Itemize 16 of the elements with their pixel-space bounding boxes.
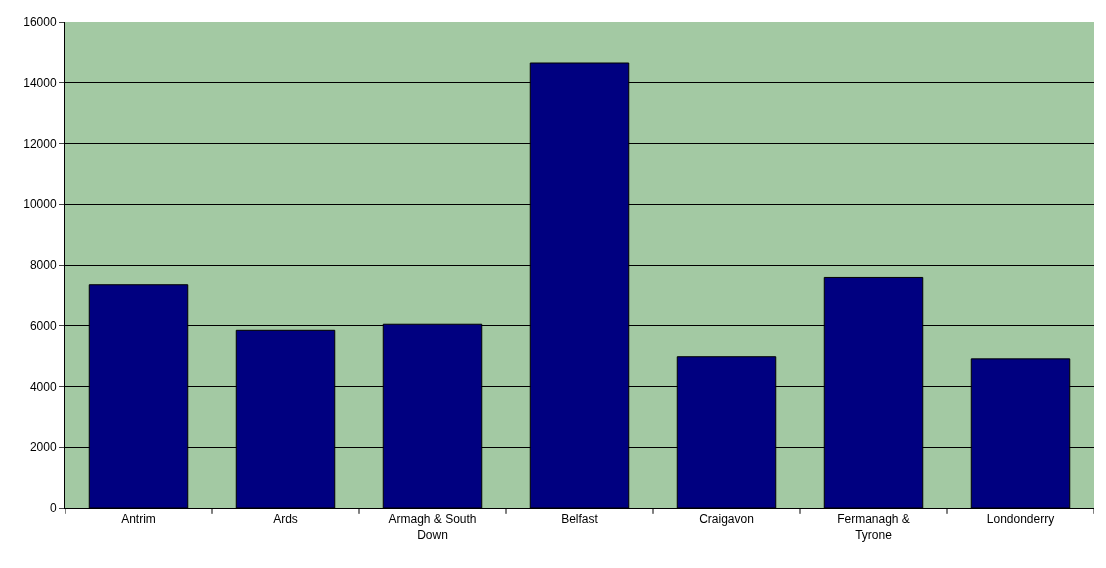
y-tick-label: 2000 (29, 440, 57, 455)
x-tick-label: Belfast (561, 512, 599, 527)
x-tick-label: Ards (273, 512, 298, 527)
y-tick-label: 14000 (23, 75, 57, 90)
x-tick-label: Fermanagh & Tyrone (837, 512, 910, 542)
x-tick-label: Craigavon (699, 512, 754, 527)
y-tick-label: 12000 (23, 136, 57, 151)
y-tick-label: 10000 (23, 197, 57, 212)
y-tick-label: 6000 (29, 318, 57, 333)
y-tick-label: 16000 (23, 15, 57, 30)
y-tick-label: 4000 (29, 379, 57, 394)
y-tick-label: 0 (49, 501, 57, 516)
x-tick-label: Londonderry (986, 512, 1055, 527)
y-tick-label: 8000 (29, 258, 57, 273)
x-tick-label: Armagh & South Down (388, 512, 477, 542)
x-tick-label: Antrim (121, 512, 156, 527)
